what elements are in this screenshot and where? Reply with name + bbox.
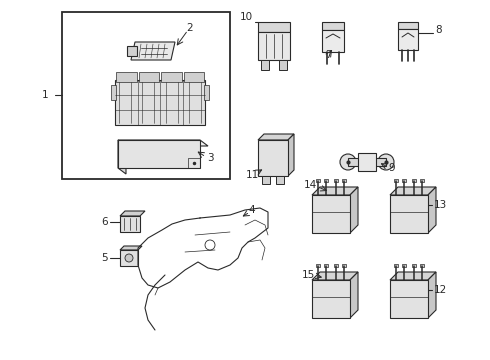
Bar bbox=[334, 264, 338, 267]
Text: 1: 1 bbox=[42, 90, 49, 100]
Bar bbox=[334, 179, 338, 182]
Polygon shape bbox=[258, 134, 294, 140]
Bar bbox=[258, 32, 290, 60]
Bar bbox=[412, 179, 416, 182]
Text: 11: 11 bbox=[245, 170, 259, 180]
Text: 2: 2 bbox=[187, 23, 194, 33]
Circle shape bbox=[378, 154, 394, 170]
Bar bbox=[420, 264, 424, 267]
Bar bbox=[322, 22, 344, 30]
Text: 14: 14 bbox=[303, 180, 317, 190]
Bar bbox=[348, 158, 386, 166]
Bar bbox=[111, 85, 116, 100]
Bar bbox=[342, 179, 346, 182]
Polygon shape bbox=[120, 246, 142, 250]
Polygon shape bbox=[350, 272, 358, 318]
Polygon shape bbox=[390, 187, 436, 195]
Polygon shape bbox=[312, 187, 358, 195]
Bar bbox=[276, 176, 284, 184]
Bar bbox=[324, 264, 328, 267]
Bar bbox=[183, 72, 204, 82]
Bar bbox=[402, 179, 406, 182]
Text: 15: 15 bbox=[301, 270, 315, 280]
Text: 4: 4 bbox=[249, 205, 255, 215]
Polygon shape bbox=[118, 140, 200, 168]
Text: 6: 6 bbox=[101, 217, 108, 227]
Bar bbox=[204, 85, 209, 100]
Bar bbox=[258, 140, 288, 176]
Bar bbox=[62, 12, 230, 179]
Circle shape bbox=[340, 154, 356, 170]
Polygon shape bbox=[120, 211, 145, 216]
Polygon shape bbox=[127, 46, 137, 56]
Bar bbox=[258, 22, 290, 32]
Bar bbox=[120, 216, 140, 232]
Text: 10: 10 bbox=[240, 12, 253, 22]
Bar bbox=[139, 72, 159, 82]
Polygon shape bbox=[288, 134, 294, 176]
Bar bbox=[390, 195, 428, 233]
Bar bbox=[316, 179, 320, 182]
Polygon shape bbox=[118, 140, 126, 174]
Bar bbox=[420, 179, 424, 182]
Bar bbox=[312, 280, 350, 318]
Text: 3: 3 bbox=[207, 153, 213, 163]
Bar bbox=[342, 264, 346, 267]
Text: 5: 5 bbox=[101, 253, 108, 263]
Text: 7: 7 bbox=[325, 50, 331, 60]
Bar bbox=[161, 72, 181, 82]
Bar bbox=[394, 264, 398, 267]
Text: 8: 8 bbox=[435, 25, 441, 35]
Polygon shape bbox=[350, 187, 358, 233]
Bar bbox=[116, 72, 137, 82]
Polygon shape bbox=[390, 272, 436, 280]
Bar bbox=[261, 60, 269, 70]
Bar bbox=[115, 80, 205, 125]
Polygon shape bbox=[131, 42, 175, 60]
Polygon shape bbox=[118, 140, 208, 146]
Bar bbox=[312, 195, 350, 233]
Bar bbox=[398, 29, 418, 50]
Polygon shape bbox=[312, 272, 358, 280]
Bar bbox=[390, 280, 428, 318]
Text: 9: 9 bbox=[389, 163, 395, 173]
Polygon shape bbox=[428, 187, 436, 233]
Bar bbox=[324, 179, 328, 182]
Text: 13: 13 bbox=[434, 200, 447, 210]
Bar bbox=[398, 22, 418, 29]
Bar bbox=[120, 250, 138, 266]
Circle shape bbox=[125, 254, 133, 262]
Bar bbox=[316, 264, 320, 267]
Bar bbox=[322, 30, 344, 52]
Bar bbox=[394, 179, 398, 182]
Text: 12: 12 bbox=[434, 285, 447, 295]
Bar bbox=[279, 60, 287, 70]
Polygon shape bbox=[428, 272, 436, 318]
Bar bbox=[412, 264, 416, 267]
Bar bbox=[402, 264, 406, 267]
Bar bbox=[358, 153, 376, 171]
Bar bbox=[262, 176, 270, 184]
